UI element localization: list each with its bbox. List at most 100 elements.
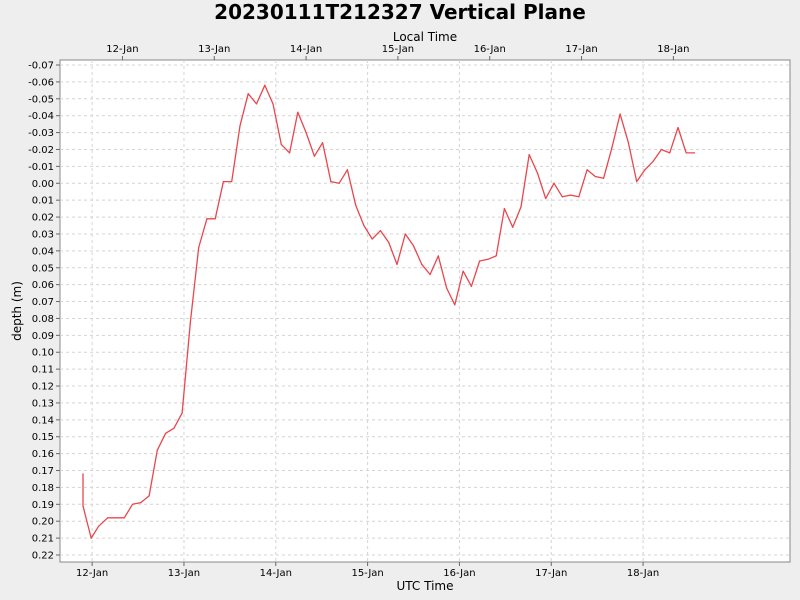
x-axis-label: UTC Time xyxy=(397,579,454,593)
data-point xyxy=(214,218,216,220)
y-tick-label: -0.07 xyxy=(28,61,54,72)
y-tick-label: -0.02 xyxy=(28,145,54,156)
data-point xyxy=(107,517,109,519)
x2-tick-label: 15-Jan xyxy=(382,44,414,55)
data-point xyxy=(338,182,340,184)
data-point xyxy=(627,142,629,144)
data-point xyxy=(156,449,158,451)
y-tick-label: 0.00 xyxy=(32,179,54,190)
data-point xyxy=(189,321,191,323)
data-point xyxy=(82,473,84,475)
data-point xyxy=(396,263,398,265)
data-point xyxy=(685,152,687,154)
data-point xyxy=(206,218,208,220)
data-point xyxy=(148,495,150,497)
data-point xyxy=(594,175,596,178)
y-axis: -0.07 -0.06 -0.05 -0.04 -0.03 -0.02 -0.01 0.00 0… xyxy=(28,61,60,562)
data-point xyxy=(693,152,696,154)
data-point xyxy=(569,194,572,196)
data-point xyxy=(479,260,481,262)
data-point xyxy=(140,502,142,504)
chart-title: 20230111T212327 Vertical Plane xyxy=(214,0,586,24)
y-tick-label: 0.06 xyxy=(32,280,54,291)
y-tick-label: 0.10 xyxy=(32,348,54,359)
y-tick-label: 0.22 xyxy=(32,551,54,562)
data-point xyxy=(363,224,365,227)
data-point xyxy=(355,204,357,206)
data-point xyxy=(198,246,200,249)
data-point xyxy=(247,93,249,95)
data-point xyxy=(272,103,274,105)
data-point xyxy=(445,287,448,289)
data-point xyxy=(305,131,307,134)
data-point xyxy=(611,147,613,149)
y-tick-label: 0.07 xyxy=(32,297,54,308)
x2-axis-label: Local Time xyxy=(393,30,457,44)
data-point xyxy=(644,169,646,171)
y-tick-label: -0.06 xyxy=(28,77,54,88)
y-tick-label: 0.04 xyxy=(32,246,54,257)
data-point xyxy=(669,152,671,154)
data-point xyxy=(520,206,522,208)
y-tick-label: 0.09 xyxy=(32,331,54,342)
y-tick-label: -0.03 xyxy=(28,128,54,139)
data-point xyxy=(164,432,167,434)
x2-tick-label: 13-Jan xyxy=(198,44,230,55)
data-point xyxy=(545,197,547,200)
data-point xyxy=(222,180,225,183)
data-point xyxy=(371,238,373,240)
data-point xyxy=(602,177,605,179)
data-point xyxy=(388,241,390,244)
data-point xyxy=(636,180,638,183)
data-point xyxy=(264,84,266,86)
data-point xyxy=(677,126,679,129)
x-tick-label: 15-Jan xyxy=(351,568,383,579)
x2-tick-label: 17-Jan xyxy=(565,44,597,55)
y-tick-label: 0.19 xyxy=(32,500,54,511)
data-point xyxy=(454,304,456,306)
data-point xyxy=(462,270,464,272)
x-axis-bottom: 12-Jan 13-Jan 14-Jan 15-Jan 16-Jan 17-Jan 18-J… xyxy=(76,562,659,579)
data-point xyxy=(123,517,125,519)
data-point xyxy=(280,143,282,146)
data-point xyxy=(512,226,514,228)
data-point xyxy=(297,111,299,113)
data-point xyxy=(97,525,100,527)
y-axis-label: depth (m) xyxy=(10,281,24,341)
data-point xyxy=(255,103,258,105)
y-tick-label: 0.12 xyxy=(32,382,54,393)
data-point xyxy=(495,255,497,257)
y-tick-label: 0.15 xyxy=(32,432,54,443)
series-layer xyxy=(82,84,696,539)
y-tick-label: 0.20 xyxy=(32,517,54,528)
y-tick-label: 0.11 xyxy=(32,365,54,376)
y-tick-label: 0.01 xyxy=(32,196,54,207)
x-tick-label: 17-Jan xyxy=(535,568,567,579)
data-point xyxy=(437,255,439,257)
data-point xyxy=(131,503,134,505)
data-point xyxy=(652,160,654,162)
y-tick-label: -0.05 xyxy=(28,94,54,105)
data-point xyxy=(619,113,621,115)
data-point xyxy=(322,142,324,144)
data-point xyxy=(404,233,406,235)
plot-area xyxy=(59,59,791,563)
grid-lines xyxy=(60,60,790,562)
data-point xyxy=(429,273,431,276)
data-point xyxy=(239,125,241,127)
y-tick-label: 0.02 xyxy=(32,213,54,224)
data-point xyxy=(421,263,423,265)
x2-tick-label: 12-Jan xyxy=(106,44,138,55)
data-point xyxy=(82,505,84,507)
data-point xyxy=(313,155,315,157)
y-tick-label: -0.01 xyxy=(28,162,54,173)
x-tick-label: 18-Jan xyxy=(627,568,659,579)
data-point xyxy=(379,229,382,232)
x2-tick-label: 18-Jan xyxy=(657,44,689,55)
data-point xyxy=(231,180,233,183)
y-tick-label: 0.03 xyxy=(32,229,54,240)
data-point xyxy=(660,148,663,151)
y-tick-label: -0.04 xyxy=(28,111,54,122)
data-point xyxy=(346,169,349,171)
y-tick-label: 0.08 xyxy=(32,314,54,325)
